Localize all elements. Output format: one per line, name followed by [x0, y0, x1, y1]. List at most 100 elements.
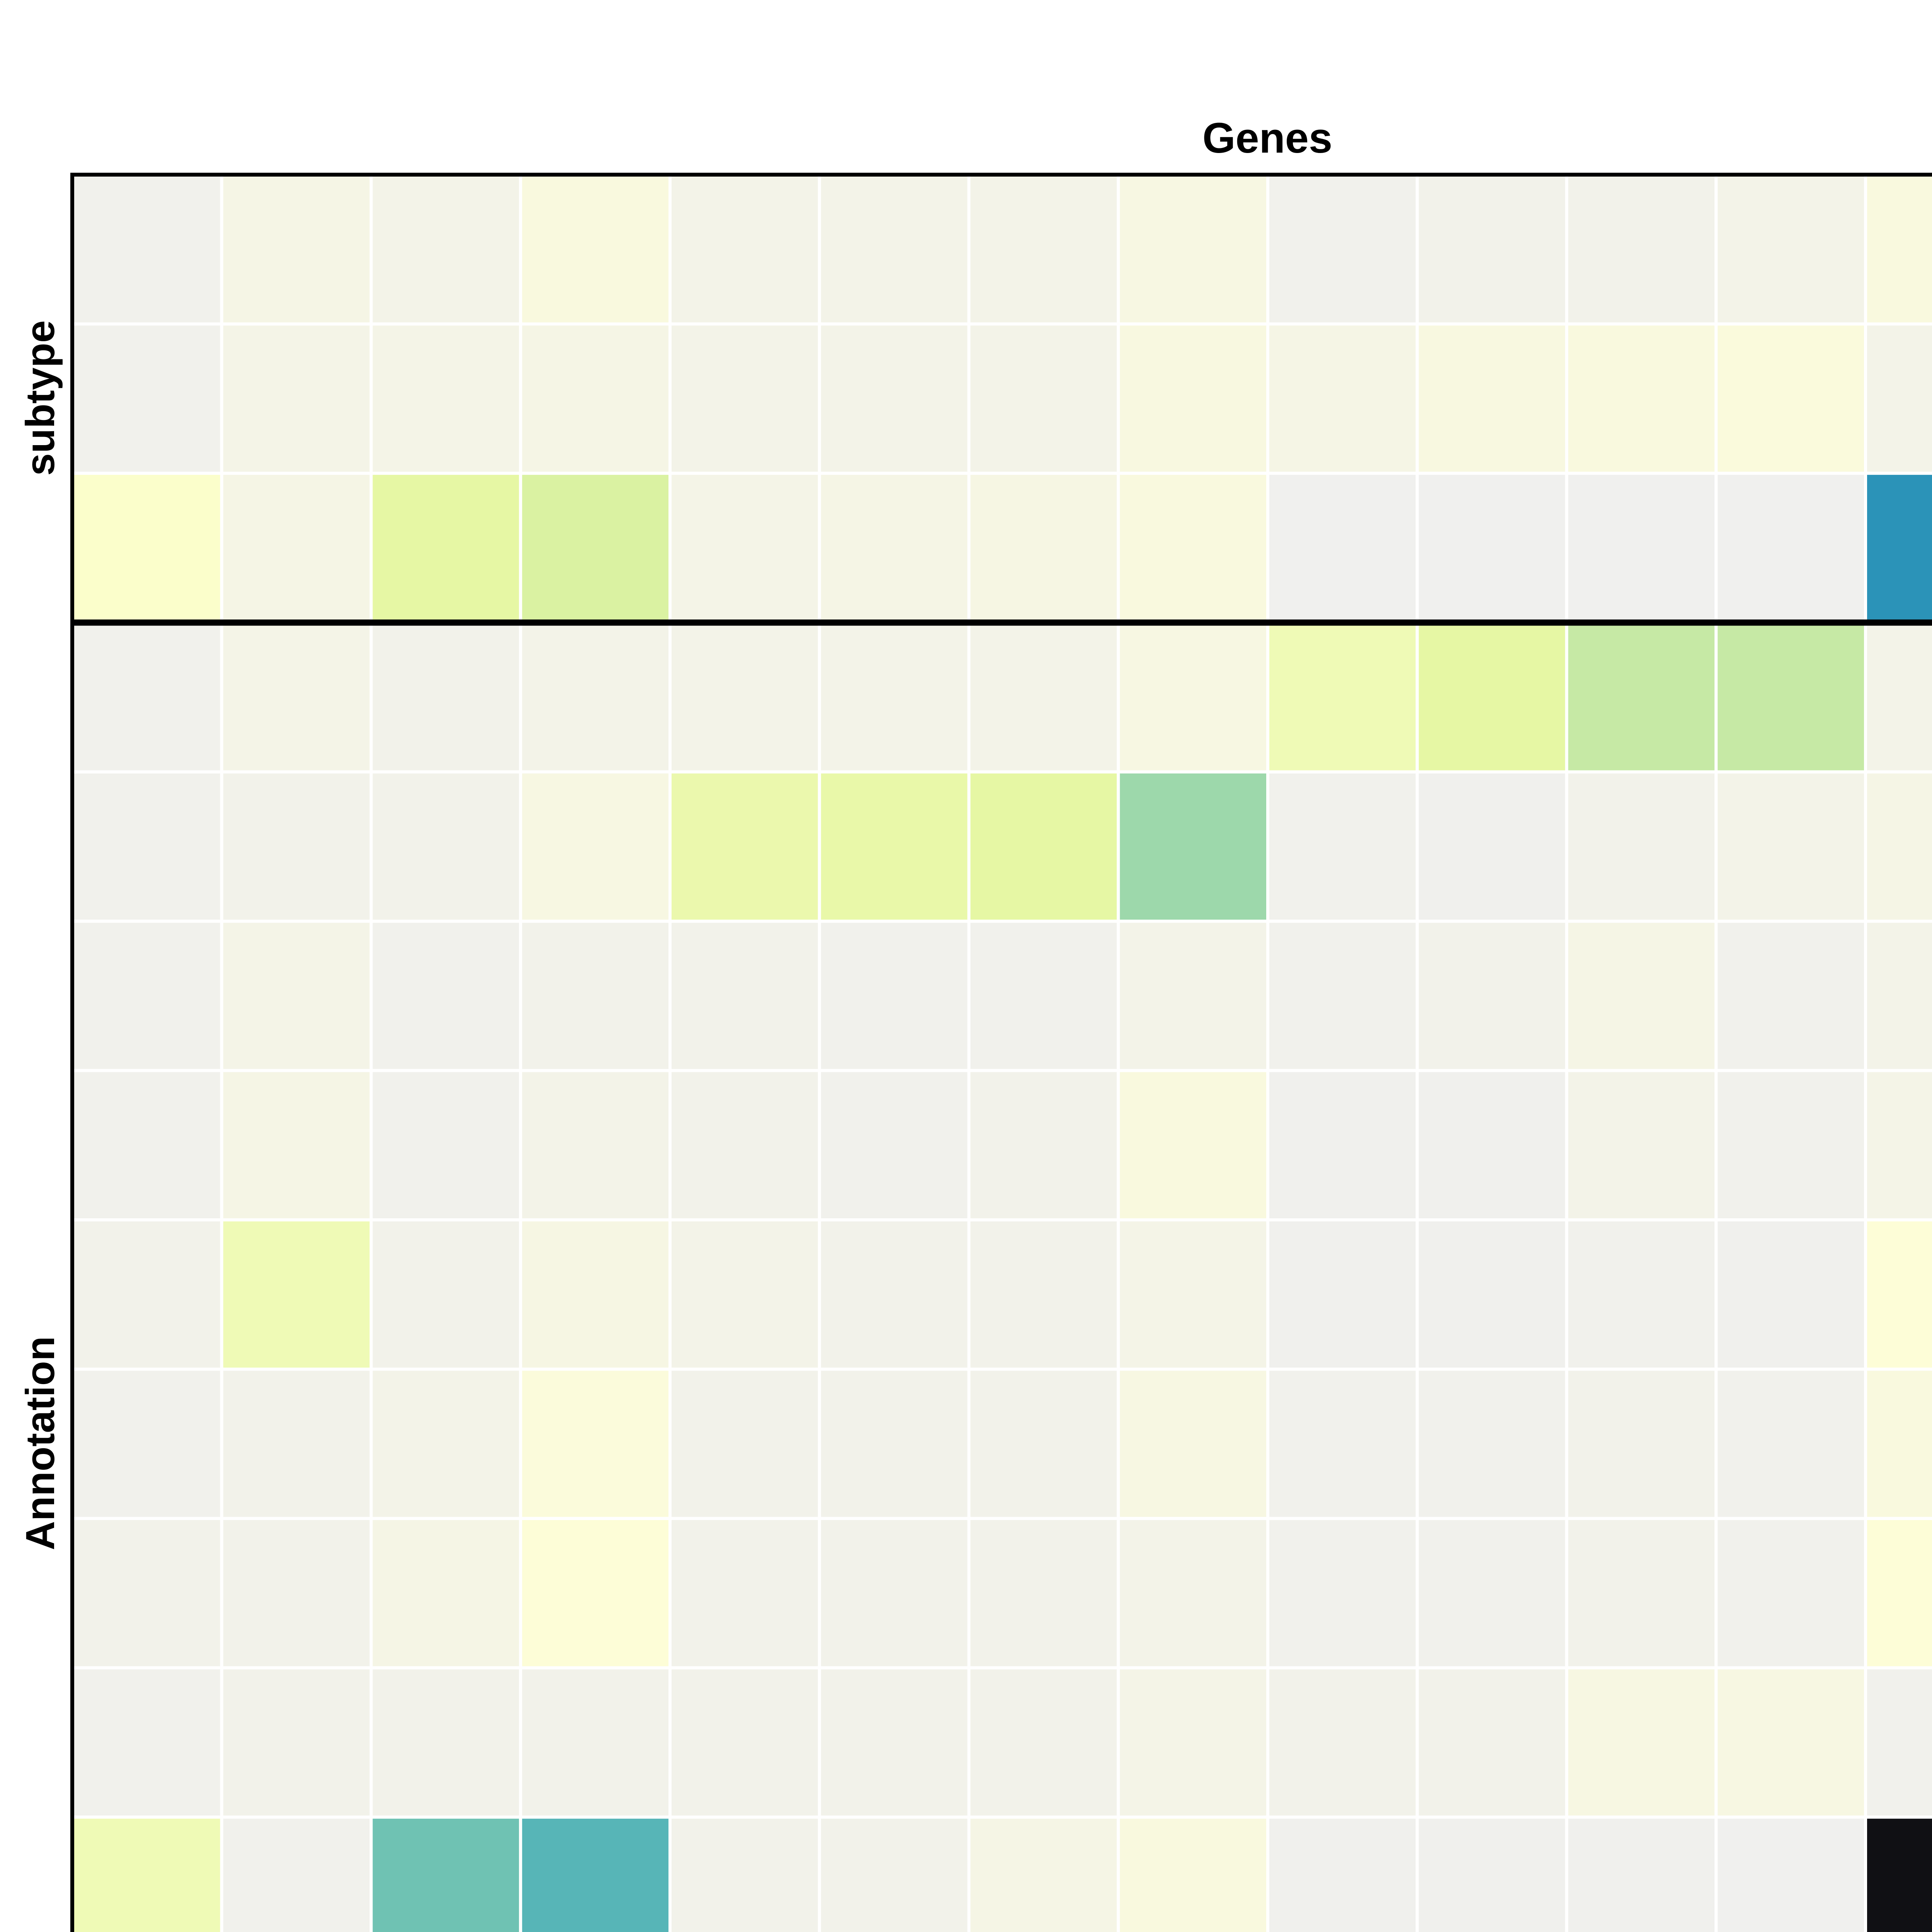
heatmap-cell	[818, 322, 971, 475]
heatmap-cell	[519, 920, 672, 1072]
heatmap-cell	[1415, 322, 1568, 475]
heatmap-cell	[71, 1367, 223, 1520]
heatmap-cell	[519, 1517, 672, 1670]
heatmap-cell	[519, 621, 672, 774]
heatmap-cell	[71, 1517, 223, 1670]
heatmap-cell	[519, 173, 672, 326]
heatmap-cell	[1714, 1367, 1867, 1520]
heatmap-cell	[1266, 1069, 1419, 1222]
heatmap-cell	[818, 1069, 971, 1222]
heatmap-cell	[1266, 1666, 1419, 1819]
heatmap-cell	[519, 1218, 672, 1371]
heatmap-cell	[967, 471, 1120, 624]
heatmap-cell	[1117, 1517, 1269, 1670]
heatmap-cell	[369, 1517, 522, 1670]
heatmap-cell	[668, 173, 821, 326]
heatmap-cell	[668, 621, 821, 774]
heatmap-cell	[1415, 770, 1568, 923]
heatmap-cell	[220, 1069, 373, 1222]
heatmap-cell	[1117, 1218, 1269, 1371]
heatmap-cell	[1117, 173, 1269, 326]
heatmap-cell	[1714, 770, 1867, 923]
heatmap-cell	[1415, 1517, 1568, 1670]
heatmap-cell	[1565, 920, 1718, 1072]
heatmap-cell	[818, 1218, 971, 1371]
heatmap-cell	[668, 1218, 821, 1371]
heatmap-cell	[1117, 770, 1269, 923]
heatmap-cell	[1117, 1069, 1269, 1222]
heatmap-cell	[1415, 621, 1568, 774]
heatmap-cell	[818, 1666, 971, 1819]
heatmap-cell	[818, 770, 971, 923]
heatmap-cell	[1415, 1218, 1568, 1371]
heatmap-cell	[519, 471, 672, 624]
heatmap-cell	[1565, 1218, 1718, 1371]
heatmap-cell	[818, 621, 971, 774]
heatmap-cell	[967, 1218, 1120, 1371]
heatmap-cell	[369, 1666, 522, 1819]
heatmap-cell	[1565, 1517, 1718, 1670]
heatmap-cell	[1266, 1218, 1419, 1371]
heatmap-cell	[1864, 1666, 1932, 1819]
heatmap-cell	[1864, 621, 1932, 774]
heatmap-cell	[220, 1815, 373, 1932]
heatmap-cell	[1117, 1666, 1269, 1819]
heatmap-cell	[1565, 621, 1718, 774]
heatmap-cell	[818, 1367, 971, 1520]
heatmap-cell	[668, 322, 821, 475]
heatmap-cell	[519, 1367, 672, 1520]
heatmap-cell	[71, 1815, 223, 1932]
heatmap-cell	[967, 322, 1120, 475]
heatmap-cell	[1864, 1218, 1932, 1371]
heatmap-cell	[1117, 471, 1269, 624]
heatmap-cell	[967, 770, 1120, 923]
heatmap-cell	[1415, 920, 1568, 1072]
row-group-label-subtype: subtype	[18, 320, 63, 476]
heatmap-cell	[1864, 920, 1932, 1072]
heatmap-cell	[1864, 322, 1932, 475]
heatmap-cell	[967, 1367, 1120, 1520]
heatmap-cell	[220, 173, 373, 326]
heatmap-cell	[668, 1069, 821, 1222]
heatmap-cell	[1714, 1666, 1867, 1819]
heatmap-cell	[369, 471, 522, 624]
heatmap-cell	[71, 322, 223, 475]
heatmap-cell	[220, 1517, 373, 1670]
heatmap-cell	[1864, 1367, 1932, 1520]
panel-border	[70, 173, 1932, 1932]
heatmap-cell	[967, 1666, 1120, 1819]
heatmap-cell	[668, 1815, 821, 1932]
heatmap-axes	[70, 173, 1932, 1932]
heatmap-cell	[1415, 1367, 1568, 1520]
heatmap-cell	[818, 173, 971, 326]
heatmap-cell	[1714, 1069, 1867, 1222]
heatmap-cell	[71, 1218, 223, 1371]
heatmap-cell	[1864, 173, 1932, 326]
heatmap-cell	[71, 173, 223, 326]
heatmap-cell	[1714, 621, 1867, 774]
heatmap-cell	[1266, 1815, 1419, 1932]
heatmap-cell	[818, 920, 971, 1072]
heatmap-cell	[967, 1517, 1120, 1670]
heatmap-cell	[1565, 1069, 1718, 1222]
row-group-label-annotation: Annotation	[18, 1336, 63, 1550]
heatmap-cell	[1565, 1815, 1718, 1932]
heatmap-cell	[1415, 471, 1568, 624]
heatmap-cell	[1266, 920, 1419, 1072]
heatmap-cell	[369, 173, 522, 326]
heatmap-cell	[519, 1069, 672, 1222]
heatmap-cells	[71, 173, 1932, 1932]
heatmap-cell	[1565, 173, 1718, 326]
heatmap-cell	[1714, 322, 1867, 475]
heatmap-cell	[1565, 322, 1718, 475]
heatmap-cell	[1565, 1367, 1718, 1520]
heatmap-cell	[1415, 1815, 1568, 1932]
heatmap-cell	[369, 322, 522, 475]
heatmap-cell	[1864, 1069, 1932, 1222]
heatmap-cell	[1714, 920, 1867, 1072]
heatmap-cell	[369, 1815, 522, 1932]
heatmap-cell	[369, 1069, 522, 1222]
heatmap-cell	[1714, 1815, 1867, 1932]
heatmap-cell	[220, 920, 373, 1072]
